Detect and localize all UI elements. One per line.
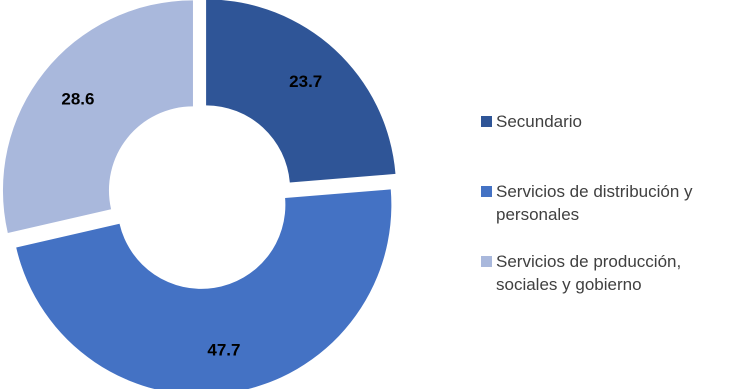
donut-slice-secundario bbox=[206, 0, 396, 183]
legend-label-servicios-distribucion: Servicios de distribución y personales bbox=[496, 182, 693, 224]
legend-item-servicios-produccion: Servicios de producción, sociales y gobi… bbox=[481, 250, 741, 296]
donut-slice-servicios-produccion bbox=[2, 0, 193, 234]
legend-item-secundario: Secundario bbox=[481, 110, 741, 133]
data-label-secundario: 23.7 bbox=[289, 72, 322, 91]
legend-swatch-servicios-produccion bbox=[481, 256, 492, 267]
legend-label-servicios-produccion: Servicios de producción, sociales y gobi… bbox=[496, 252, 682, 294]
data-label-servicios-distribucion: 47.7 bbox=[207, 341, 240, 360]
legend-swatch-servicios-distribucion bbox=[481, 186, 492, 197]
data-label-servicios-produccion: 28.6 bbox=[61, 89, 94, 108]
legend-label-secundario: Secundario bbox=[496, 112, 583, 131]
legend-swatch-secundario bbox=[481, 116, 492, 127]
legend-item-servicios-distribucion: Servicios de distribución y personales bbox=[481, 180, 741, 226]
donut-slice-servicios-distribucion bbox=[16, 189, 392, 389]
chart-legend: Secundario Servicios de distribución y p… bbox=[481, 0, 743, 389]
